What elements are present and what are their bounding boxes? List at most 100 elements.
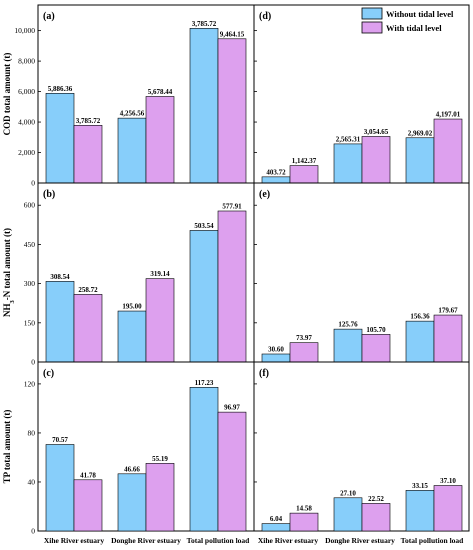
data-label: 2,969.02 [408,129,433,137]
data-label: 319.14 [150,270,170,278]
category-labels: Xihe River estuary Donghe River estuary … [44,536,464,545]
category-label: Donghe River estuary [325,536,395,545]
panel-label: (d) [259,11,271,22]
panels: (a) 0 2,000 4,000 6,000 8,000 10,000 COD total … [2,4,470,536]
bar [333,143,363,184]
data-label: 258.72 [78,286,98,294]
data-label: 3,054.65 [364,128,389,136]
y-tick-label: 8,000 [18,57,35,66]
panel-label: (a) [43,11,55,22]
legend-swatch-with [361,21,383,34]
data-label: 577.91 [222,202,242,210]
bar [333,497,363,532]
y-axis-label: NH3-N total amount (t) [2,228,16,317]
bar [433,314,463,363]
category-label: Total pollution load [187,536,250,545]
y-axis-label: TP total amount (t) [2,410,12,484]
bar [145,96,175,184]
bar [361,334,391,363]
bar [405,137,435,184]
data-label: 30.60 [268,346,284,354]
category-label: Xihe River estuary [258,536,319,545]
data-label: 70.57 [52,436,68,444]
bar [261,523,291,532]
bar [117,310,147,363]
data-label: 96.97 [224,404,240,412]
bar [189,28,219,184]
panel-label: (f) [259,368,269,379]
bar [217,38,247,184]
bar [145,278,175,363]
panel-label: (b) [43,189,55,200]
panel-d: (d) 403.72 2,565.31 2,969.02 1,142.37 3,054.6… [253,4,470,184]
data-label: 5,678.44 [148,88,173,96]
data-label: 3,785.72 [76,117,101,125]
data-label: 5,886.36 [48,85,73,93]
data-label: 55.19 [152,455,168,463]
bar [289,512,319,532]
y-tick-label: 40 [28,477,36,486]
bar [405,490,435,532]
bar [145,463,175,532]
category-label: Donghe River estuary [111,536,181,545]
bar [333,328,363,363]
data-label: 105.70 [366,326,386,334]
y-tick-label: 10,000 [14,26,35,35]
bar [261,176,291,184]
data-label: 156.36 [410,313,430,321]
bar [73,294,103,363]
y-tick-label: 0 [31,527,35,536]
bar [405,320,435,363]
data-label: 1,142.37 [292,157,317,165]
data-label: 179.67 [438,307,458,315]
bar [189,386,219,532]
legend: Without tidal level With tidal level [361,7,454,34]
data-label: 503.54 [194,222,214,230]
y-tick-label: 2,000 [18,148,35,157]
panel-b: (b) 0 150 300 450 600 NH3-N total amount (t) 30… [2,182,255,367]
bar [45,281,75,363]
data-label: 195.00 [122,303,142,311]
data-label: 3,785.72 [192,20,217,28]
panel-label: (c) [43,368,54,379]
data-label: 6.04 [270,515,283,523]
data-label: 46.66 [124,465,140,473]
y-tick-label: 6,000 [18,87,35,96]
category-label: Total pollution load [401,536,464,545]
y-tick-label: 4,000 [18,118,35,127]
data-label: 27.10 [340,489,356,497]
data-label: 4,197.01 [436,111,461,119]
data-label: 117.23 [195,379,214,387]
bar [361,136,391,184]
data-label: 403.72 [266,168,286,176]
panel-f: (f) 6.04 27.10 33.15 14.58 22.52 37.10 [253,361,470,532]
bar [433,118,463,184]
data-label: 125.76 [338,321,358,329]
y-axis-label: COD total amount (t) [2,53,12,136]
bar [45,93,75,184]
bar [289,342,319,363]
legend-label-with: With tidal level [386,23,442,33]
bar [45,444,75,532]
y-tick-label: 300 [24,279,36,288]
category-label: Xihe River estuary [44,536,105,545]
bar [117,117,147,184]
bar [361,503,391,532]
bar [433,485,463,532]
bar [261,353,291,363]
data-label: 9,464.15 [220,30,245,38]
data-label: 4,256.56 [120,110,145,118]
legend-swatch-without [361,7,383,20]
data-label: 2,565.31 [336,135,361,143]
y-tick-label: 600 [24,201,36,210]
bar [289,165,319,184]
y-tick-label: 0 [31,179,35,188]
bar [217,210,247,363]
y-tick-label: 450 [24,240,36,249]
bar [189,230,219,363]
y-tick-label: 120 [24,379,36,388]
data-label: 41.78 [80,471,96,479]
data-label: 14.58 [296,505,312,513]
data-label: 22.52 [368,495,384,503]
